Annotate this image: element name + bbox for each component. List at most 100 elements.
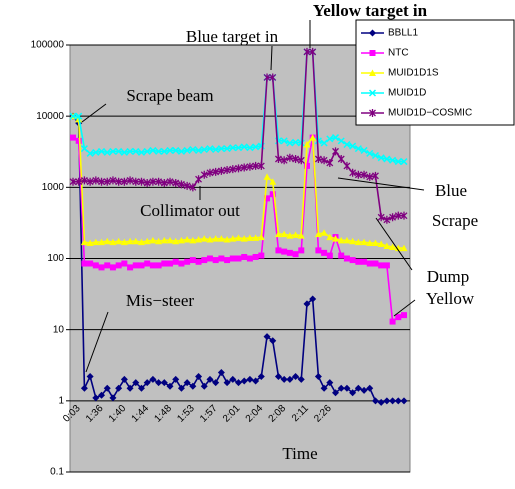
marker — [286, 153, 294, 162]
marker — [200, 145, 208, 154]
marker — [70, 134, 76, 141]
marker — [349, 389, 357, 397]
marker — [149, 177, 157, 186]
marker — [400, 244, 408, 252]
marker — [183, 181, 191, 190]
y-tick-label: 1000 — [42, 182, 65, 193]
marker — [400, 158, 408, 166]
marker — [183, 146, 191, 154]
marker — [394, 211, 402, 220]
marker — [246, 234, 254, 241]
marker — [121, 260, 128, 267]
marker — [143, 147, 151, 155]
annotation: Yellow target in — [313, 1, 428, 20]
marker — [81, 260, 88, 267]
marker — [137, 148, 146, 156]
arrow — [81, 103, 107, 123]
marker — [389, 397, 397, 405]
marker — [263, 73, 271, 82]
series-layer — [69, 47, 408, 406]
marker — [234, 144, 243, 152]
marker — [218, 255, 225, 262]
marker — [115, 384, 123, 392]
marker — [75, 112, 83, 120]
marker — [280, 375, 288, 383]
marker — [320, 229, 328, 236]
marker — [177, 384, 185, 392]
marker — [86, 372, 94, 380]
marker — [372, 171, 379, 180]
marker — [297, 156, 305, 165]
marker — [138, 177, 145, 186]
y-tick-label: 100 — [47, 253, 64, 264]
marker — [257, 372, 265, 380]
marker — [303, 162, 310, 169]
marker — [314, 137, 322, 145]
marker — [297, 232, 305, 239]
marker — [292, 138, 300, 146]
marker — [178, 260, 185, 267]
marker — [120, 177, 128, 186]
annotation: Scrape — [432, 211, 478, 230]
marker — [395, 314, 402, 321]
marker — [109, 147, 117, 155]
marker — [286, 249, 293, 256]
marker — [189, 257, 196, 264]
marker — [368, 89, 377, 97]
marker — [189, 145, 197, 154]
marker — [149, 236, 157, 244]
grid — [66, 44, 410, 473]
marker — [274, 372, 282, 380]
marker — [383, 155, 391, 163]
marker — [87, 260, 94, 267]
marker — [98, 264, 105, 271]
marker — [75, 177, 83, 186]
marker — [143, 237, 151, 245]
marker — [137, 384, 145, 392]
marker — [337, 384, 345, 392]
marker — [206, 235, 214, 243]
marker — [206, 145, 214, 153]
marker — [400, 397, 408, 405]
marker — [229, 375, 237, 383]
marker — [98, 238, 106, 246]
marker — [223, 235, 231, 243]
marker — [286, 139, 294, 147]
marker — [195, 235, 203, 243]
marker — [86, 239, 94, 247]
marker — [320, 139, 328, 147]
marker — [309, 295, 317, 303]
marker — [314, 372, 322, 380]
marker — [354, 238, 362, 246]
marker — [264, 195, 271, 202]
marker — [257, 161, 265, 170]
marker — [389, 318, 396, 325]
y-tick-label: 100000 — [31, 40, 65, 51]
marker — [160, 236, 168, 244]
marker — [274, 230, 282, 238]
marker — [258, 252, 265, 259]
marker — [229, 165, 237, 174]
marker — [126, 147, 134, 155]
marker — [331, 134, 340, 142]
annotation: Collimator out — [140, 201, 240, 220]
marker — [223, 166, 231, 175]
marker — [326, 158, 334, 167]
marker — [355, 258, 362, 265]
marker — [132, 379, 140, 387]
marker — [223, 379, 231, 387]
marker — [371, 397, 379, 405]
marker — [206, 255, 213, 262]
marker — [155, 177, 163, 186]
marker — [189, 382, 197, 390]
marker — [252, 253, 259, 260]
marker — [315, 247, 322, 254]
marker — [206, 168, 214, 177]
marker — [103, 177, 111, 186]
marker — [177, 236, 185, 244]
marker — [109, 394, 117, 402]
marker — [369, 29, 376, 37]
marker — [303, 300, 311, 308]
marker — [149, 375, 157, 383]
marker — [332, 389, 340, 397]
